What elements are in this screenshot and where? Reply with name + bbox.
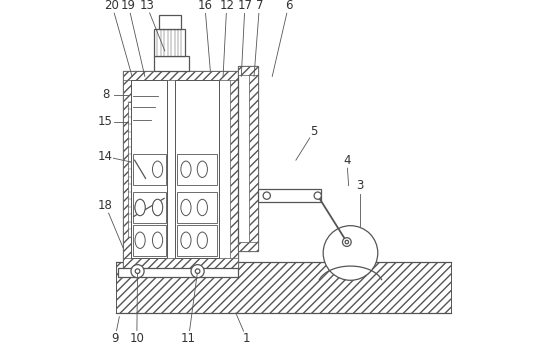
Bar	[238, 66, 258, 251]
Bar	[116, 262, 451, 313]
Text: 19: 19	[121, 0, 136, 12]
Bar	[175, 80, 219, 258]
Ellipse shape	[135, 232, 145, 248]
Ellipse shape	[153, 232, 163, 248]
Bar	[238, 66, 258, 75]
Circle shape	[135, 269, 140, 273]
Bar	[133, 192, 165, 223]
Circle shape	[345, 240, 349, 244]
Bar	[129, 102, 133, 237]
Text: 4: 4	[343, 154, 350, 167]
Circle shape	[263, 192, 271, 199]
Bar	[131, 80, 167, 258]
Text: 11: 11	[181, 332, 196, 345]
Text: 9: 9	[111, 332, 119, 345]
Bar	[159, 15, 181, 29]
Bar	[123, 258, 238, 268]
Bar	[177, 154, 217, 185]
Text: 20: 20	[105, 0, 120, 12]
Text: 5: 5	[310, 124, 318, 138]
Text: 8: 8	[102, 88, 109, 101]
Text: 17: 17	[238, 0, 253, 12]
Ellipse shape	[197, 161, 207, 177]
Bar	[258, 189, 321, 202]
Ellipse shape	[153, 199, 163, 215]
Ellipse shape	[181, 161, 191, 177]
Text: 1: 1	[243, 332, 250, 345]
Bar	[133, 154, 165, 185]
Text: 15: 15	[98, 115, 113, 128]
Text: 14: 14	[98, 150, 113, 163]
Ellipse shape	[181, 199, 191, 215]
Bar	[123, 71, 238, 80]
Circle shape	[323, 226, 378, 280]
Ellipse shape	[153, 161, 163, 177]
Bar	[230, 71, 238, 268]
Bar	[177, 225, 217, 256]
Bar	[117, 268, 238, 277]
Text: 12: 12	[219, 0, 234, 12]
Bar	[123, 71, 131, 268]
Bar	[133, 225, 165, 256]
Ellipse shape	[135, 199, 145, 215]
Circle shape	[131, 265, 144, 278]
Ellipse shape	[181, 232, 191, 248]
Text: 18: 18	[98, 199, 113, 212]
Bar	[154, 56, 188, 71]
Bar	[249, 66, 258, 251]
Circle shape	[195, 269, 200, 273]
Text: 13: 13	[139, 0, 154, 12]
Bar	[154, 29, 185, 56]
Circle shape	[314, 192, 321, 199]
Circle shape	[191, 265, 204, 278]
Text: 16: 16	[197, 0, 212, 12]
Text: 10: 10	[129, 332, 144, 345]
Ellipse shape	[153, 199, 163, 215]
Circle shape	[343, 238, 351, 246]
Text: 7: 7	[255, 0, 263, 12]
Ellipse shape	[197, 199, 207, 215]
Bar	[238, 242, 258, 251]
Ellipse shape	[135, 199, 145, 215]
Text: 3: 3	[356, 179, 363, 192]
Bar	[177, 192, 217, 223]
Text: 6: 6	[285, 0, 292, 12]
Bar	[123, 71, 238, 268]
Ellipse shape	[197, 232, 207, 248]
